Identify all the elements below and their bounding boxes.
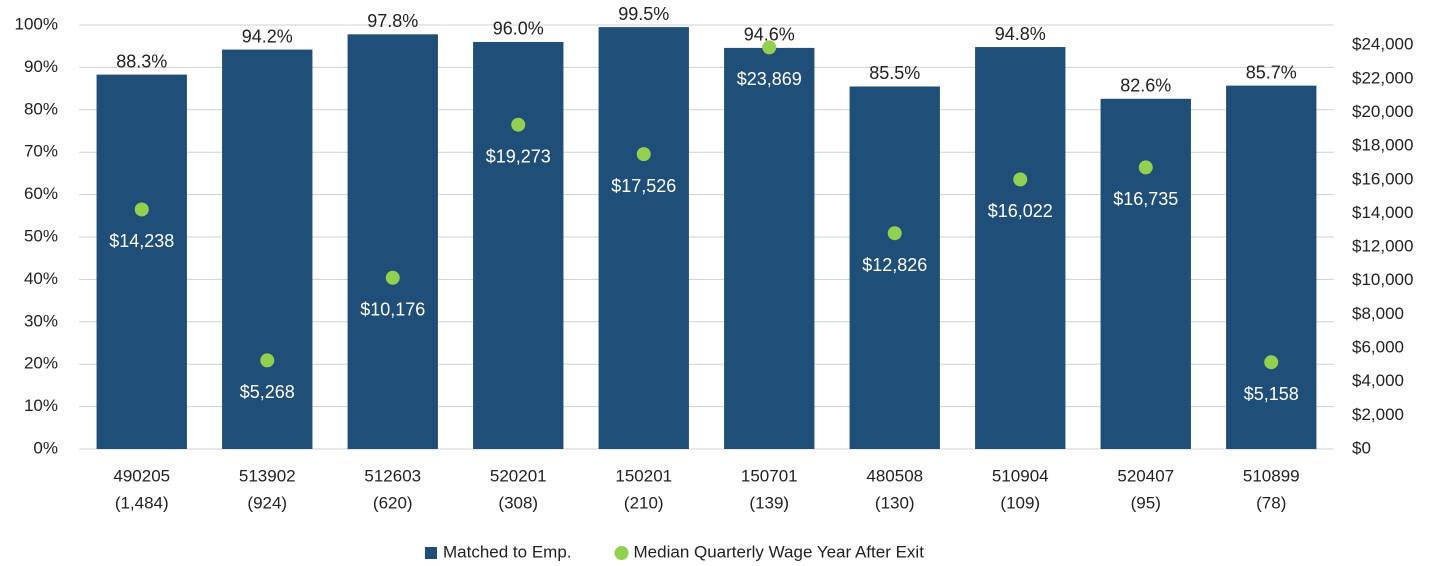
x-tick-label: 510904: [992, 466, 1049, 485]
bar: [1226, 85, 1317, 449]
y2-tick-label: $14,000: [1352, 203, 1413, 222]
x-tick-label: 520201: [490, 466, 547, 485]
wage-value-label: $14,238: [109, 231, 174, 251]
bar-value-label: 88.3%: [116, 51, 167, 71]
y-tick-label: 50%: [24, 226, 58, 245]
y-tick-label: 90%: [24, 57, 58, 76]
y2-tick-label: $18,000: [1352, 136, 1413, 155]
bar: [222, 49, 313, 449]
wage-point: [762, 40, 777, 55]
wage-value-label: $16,735: [1113, 189, 1178, 209]
wage-point: [636, 147, 651, 162]
x-tick-label: (109): [1000, 493, 1040, 512]
bar-value-label: 85.7%: [1246, 62, 1297, 82]
bar: [347, 34, 438, 449]
y-tick-label: 10%: [24, 396, 58, 415]
x-tick-label: (95): [1131, 493, 1161, 512]
y2-tick-label: $20,000: [1352, 102, 1413, 121]
y2-tick-label: $24,000: [1352, 35, 1413, 54]
y2-tick-label: $16,000: [1352, 169, 1413, 188]
wage-point: [1138, 160, 1153, 175]
x-tick-label: (139): [749, 493, 789, 512]
x-tick-label: (78): [1256, 493, 1286, 512]
bar-value-label: 82.6%: [1120, 76, 1171, 96]
bar: [975, 47, 1066, 449]
wage-value-label: $5,268: [240, 382, 295, 402]
wage-value-label: $23,869: [737, 69, 802, 89]
x-tick-label: (1,484): [115, 493, 169, 512]
wage-value-label: $12,826: [862, 255, 927, 275]
y2-tick-label: $22,000: [1352, 68, 1413, 87]
x-tick-label: 512603: [364, 466, 421, 485]
y-tick-label: 0%: [33, 438, 58, 457]
x-tick-label: 150201: [615, 466, 672, 485]
wage-point: [1013, 172, 1028, 187]
y-tick-label: 100%: [15, 14, 58, 33]
wage-value-label: $19,273: [486, 146, 551, 166]
bar: [849, 86, 940, 449]
x-tick-label: (308): [498, 493, 538, 512]
bar: [598, 27, 689, 450]
x-tick-label: (924): [247, 493, 287, 512]
y2-tick-label: $2,000: [1352, 405, 1404, 424]
wage-point: [260, 353, 275, 368]
y2-tick-label: $4,000: [1352, 371, 1404, 390]
bar-value-label: 96.0%: [493, 19, 544, 39]
bar: [1100, 98, 1191, 449]
x-tick-label: (210): [624, 493, 664, 512]
y-tick-label: 80%: [24, 99, 58, 118]
y2-tick-label: $12,000: [1352, 237, 1413, 256]
y-tick-label: 30%: [24, 311, 58, 330]
wage-value-label: $10,176: [360, 300, 425, 320]
wage-value-label: $5,158: [1244, 384, 1299, 404]
x-tick-label: 513902: [239, 466, 296, 485]
legend-swatch: [425, 547, 437, 559]
bar-value-label: 94.8%: [995, 24, 1046, 44]
x-tick-label: (620): [373, 493, 413, 512]
legend-label: Matched to Emp.: [443, 542, 572, 561]
x-tick-label: 480508: [866, 466, 923, 485]
y2-tick-label: $6,000: [1352, 338, 1404, 357]
bar-value-label: 94.2%: [242, 26, 293, 46]
y2-tick-label: $0: [1352, 438, 1371, 457]
wage-point: [134, 202, 149, 217]
x-tick-label: 510899: [1243, 466, 1300, 485]
wage-point: [385, 270, 400, 285]
bar-value-label: 97.8%: [367, 11, 418, 31]
bar-value-label: 85.5%: [869, 63, 920, 83]
y2-tick-label: $10,000: [1352, 270, 1413, 289]
y-tick-label: 40%: [24, 269, 58, 288]
bar: [724, 47, 815, 450]
bar: [473, 41, 564, 450]
bar-value-label: 99.5%: [618, 4, 669, 24]
bar-value-label: 94.6%: [744, 25, 795, 45]
wage-point: [887, 226, 902, 241]
y-tick-label: 60%: [24, 184, 58, 203]
wage-point: [511, 117, 526, 132]
bar: [96, 74, 187, 449]
legend-swatch: [614, 546, 629, 560]
y-tick-label: 70%: [24, 142, 58, 161]
legend-label: Median Quarterly Wage Year After Exit: [634, 542, 925, 561]
y2-tick-label: $8,000: [1352, 304, 1404, 323]
wage-value-label: $17,526: [611, 176, 676, 196]
x-tick-label: (130): [875, 493, 915, 512]
wage-point: [1264, 355, 1279, 370]
x-tick-label: 490205: [113, 466, 170, 485]
y-tick-label: 20%: [24, 354, 58, 373]
wage-value-label: $16,022: [988, 201, 1053, 221]
x-tick-label: 150701: [741, 466, 798, 485]
x-tick-label: 520407: [1117, 466, 1174, 485]
